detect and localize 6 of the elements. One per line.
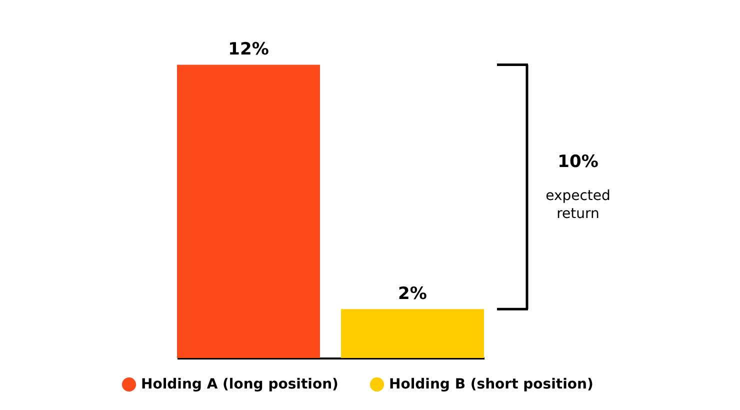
text: expected return <box>546 188 610 222</box>
legend-label: Holding A (long position) <box>141 376 338 392</box>
text: 10% <box>558 152 598 172</box>
data-label: 2% <box>398 284 427 304</box>
data-label: 12% <box>228 40 269 60</box>
legend-label: Holding B (short position) <box>389 376 594 392</box>
